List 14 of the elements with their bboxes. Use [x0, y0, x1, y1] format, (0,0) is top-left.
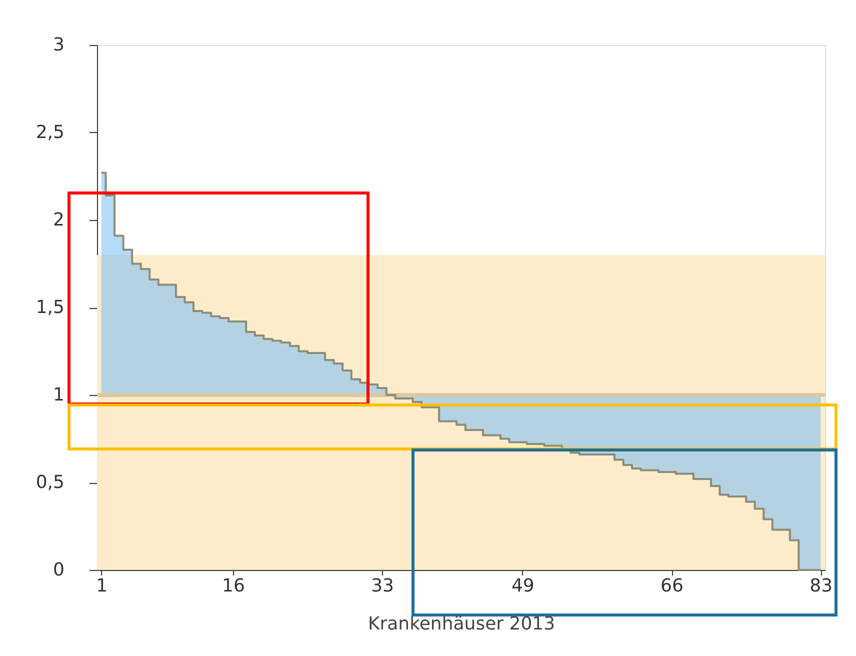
- x-axis-title: Krankenhäuser 2013: [368, 614, 556, 634]
- x-tick-label: 16: [222, 576, 245, 596]
- y-tick-label: 2: [53, 210, 64, 230]
- y-tick-label: 3: [53, 34, 64, 56]
- y-tick-label: 0,5: [36, 472, 64, 493]
- x-tick-label: 33: [371, 576, 394, 596]
- x-tick-label: 49: [511, 576, 534, 596]
- x-tick-label: 83: [810, 576, 833, 596]
- y-tick-label: 1: [53, 384, 64, 406]
- x-tick-label: 1: [96, 576, 108, 596]
- y-tick-label: 2,5: [36, 122, 64, 143]
- y-tick-label: 0: [53, 560, 64, 580]
- y-tick-label: 1,5: [36, 297, 64, 318]
- x-tick-label: 66: [660, 576, 684, 596]
